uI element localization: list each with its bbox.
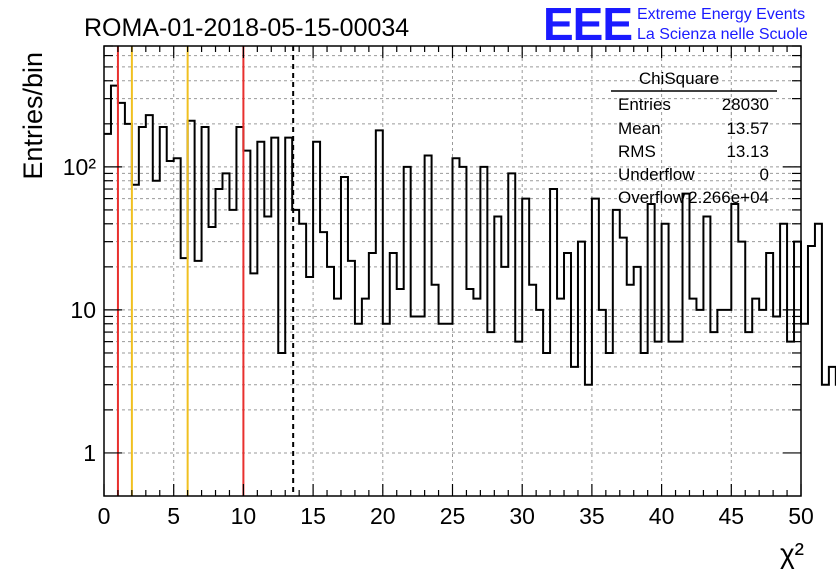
x-tick-label: 50 (788, 503, 814, 529)
chart-title: ROMA-01-2018-05-15-00034 (84, 14, 409, 42)
y-tick-label: 1 (83, 440, 96, 466)
y-tick-label: 10 (70, 297, 96, 323)
x-tick-label: 20 (370, 503, 396, 529)
stats-underflow-label: Underflow (618, 165, 695, 184)
x-tick-label: 25 (440, 503, 466, 529)
stats-rms-label: RMS (618, 142, 656, 161)
x-tick-label: 10 (231, 503, 257, 529)
stats-underflow-value: 0 (760, 165, 769, 184)
stats-mean-label: Mean (618, 119, 661, 138)
y-tick-label: 10² (63, 154, 97, 180)
x-tick-label: 15 (300, 503, 326, 529)
x-tick-label: 40 (649, 503, 675, 529)
x-tick-label: 0 (98, 503, 111, 529)
stats-overflow-label: Overflow (618, 188, 686, 207)
stats-mean-value: 13.57 (726, 119, 769, 138)
stats-entries-value: 28030 (722, 95, 769, 114)
x-tick-label: 5 (167, 503, 180, 529)
logo-mark: EEE (543, 0, 632, 50)
x-tick-label: 35 (579, 503, 605, 529)
x-tick-label: 30 (509, 503, 535, 529)
y-axis-label: Entries/bin (18, 52, 48, 180)
stats-overflow-value: 2.266e+04 (688, 188, 769, 207)
stats-entries-label: Entries (618, 95, 671, 114)
stats-title: ChiSquare (639, 69, 719, 88)
stats-rms-value: 13.13 (726, 142, 769, 161)
logo-line1: Extreme Energy Events (637, 6, 805, 23)
x-tick-label: 45 (719, 503, 745, 529)
logo-line2: La Scienza nelle Scuole (637, 26, 808, 43)
x-axis-label: χ² (780, 538, 804, 569)
